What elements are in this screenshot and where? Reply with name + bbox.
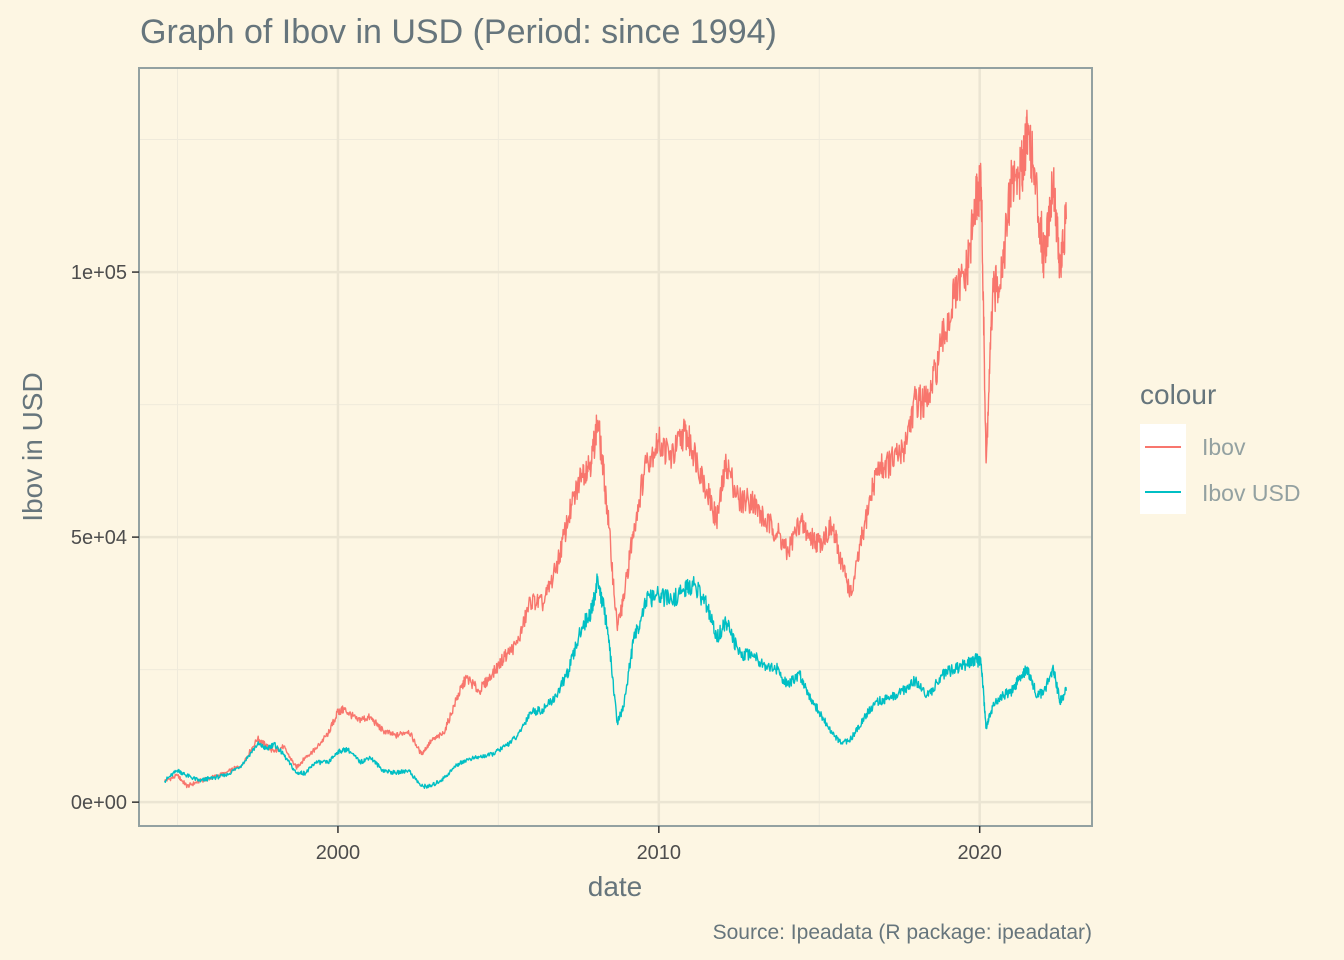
x-tick-label: 2020 [957, 842, 1002, 864]
legend: colour Ibov Ibov USD [1140, 379, 1300, 514]
legend-label-ibov-usd: Ibov USD [1202, 480, 1300, 506]
legend-title: colour [1140, 379, 1216, 410]
legend-label-ibov: Ibov [1202, 434, 1246, 460]
y-axis-title: Ibov in USD [17, 372, 48, 521]
plot-border [138, 67, 1093, 827]
y-tick-label: 1e+05 [71, 262, 127, 284]
y-tick-label: 0e+00 [71, 792, 127, 814]
series-line-ibov [164, 109, 1067, 789]
x-tick-label: 2010 [637, 842, 682, 864]
x-tick-label: 2000 [316, 842, 361, 864]
y-tick-label: 5e+04 [71, 527, 127, 549]
chart-caption: Source: Ipeadata (R package: ipeadatar) [713, 921, 1092, 944]
x-axis-title: date [588, 871, 643, 902]
y-axis: 0e+00 5e+04 1e+05 [71, 262, 139, 814]
series-layer [164, 109, 1067, 789]
x-axis: 2000 2010 2020 [316, 826, 1002, 864]
chart-title: Graph of Ibov in USD (Period: since 1994… [140, 13, 777, 51]
series-line-ibov-usd [164, 573, 1067, 789]
